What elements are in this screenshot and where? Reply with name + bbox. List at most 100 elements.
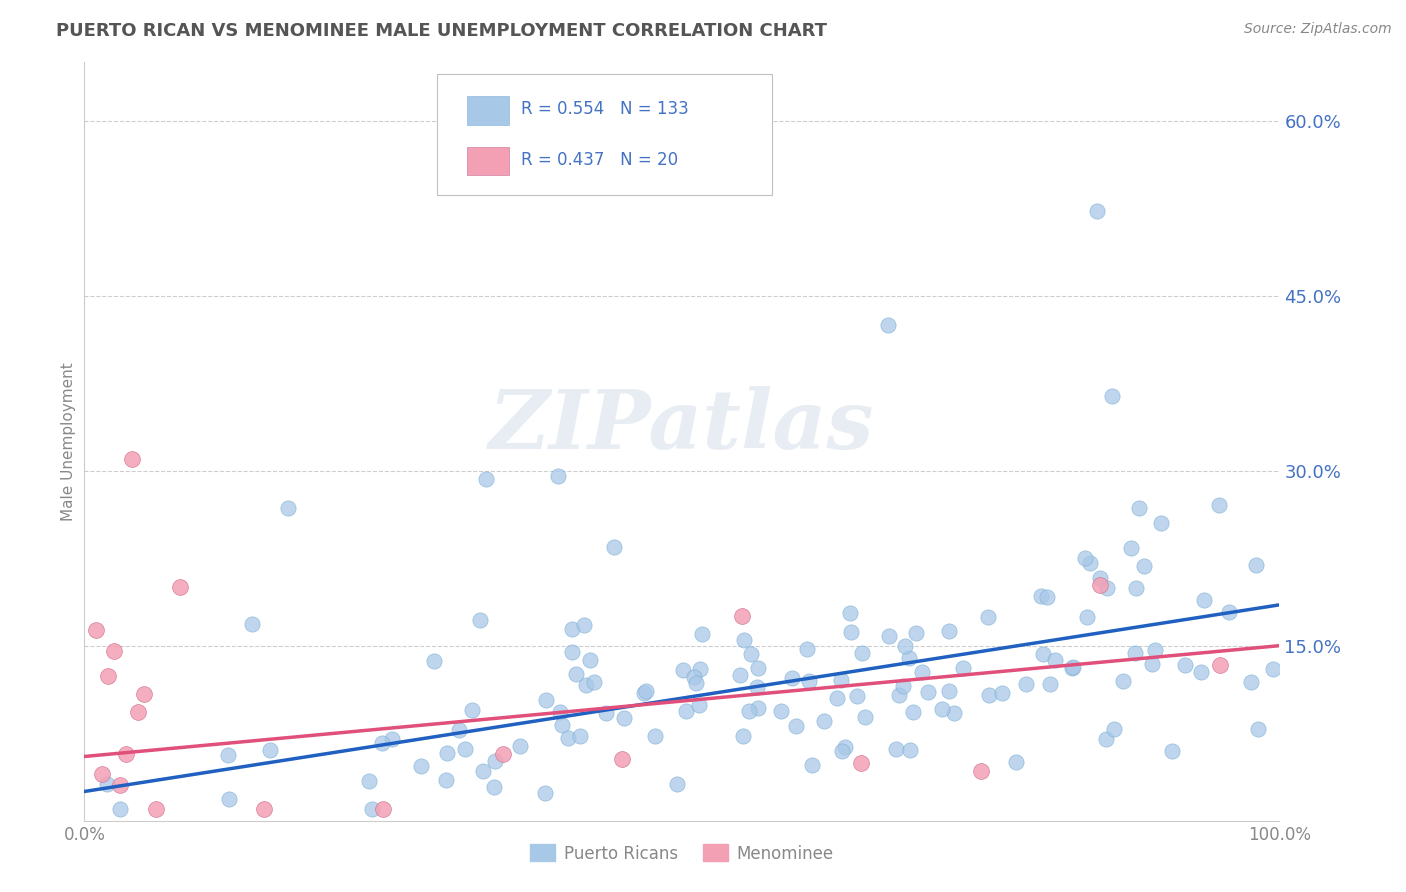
Point [1133,559,1156,574]
Point [917,685,939,699]
Text: Source: ZipAtlas.com: Source: ZipAtlas.com [1244,22,1392,37]
Text: PUERTO RICAN VS MENOMINEE MALE UNEMPLOYMENT CORRELATION CHART: PUERTO RICAN VS MENOMINEE MALE UNEMPLOYM… [56,22,827,40]
Point [1032,648,1054,662]
Point [277,501,299,516]
Point [733,632,755,647]
Point [672,663,695,677]
Point [675,704,697,718]
Point [357,774,380,789]
Point [991,686,1014,700]
Point [613,711,636,725]
Point [1174,657,1197,672]
Point [91,767,114,781]
Point [1209,658,1232,673]
Point [1261,662,1284,676]
Point [145,802,167,816]
Point [1095,581,1118,595]
Point [1208,499,1230,513]
Bar [467,95,509,125]
Point [534,692,557,706]
Point [132,687,156,701]
Point [557,731,579,745]
Point [86,623,108,637]
Point [813,714,835,729]
Point [97,668,120,682]
Point [602,540,624,554]
Point [1060,661,1083,675]
Text: R = 0.437   N = 20: R = 0.437 N = 20 [520,151,678,169]
Point [582,675,605,690]
Point [509,739,531,753]
Point [977,610,1000,624]
Point [685,675,707,690]
Text: ZIPatlas: ZIPatlas [489,386,875,467]
Text: R = 0.554   N = 133: R = 0.554 N = 133 [520,101,689,119]
Point [797,673,820,688]
Point [579,653,602,667]
Point [830,673,852,687]
Point [665,777,688,791]
Point [468,613,491,627]
Point [851,646,873,660]
Point [887,688,910,702]
Point [970,764,993,779]
Point [1189,665,1212,679]
Point [942,706,965,720]
Point [115,747,138,762]
Point [1160,744,1182,758]
Point [690,627,713,641]
Point [1150,516,1173,530]
Point [745,680,768,694]
Point [839,606,862,620]
Point [1246,722,1268,736]
Point [253,802,276,816]
Point [801,758,824,772]
Point [1244,558,1267,572]
Point [904,626,927,640]
Point [636,683,658,698]
Point [1045,653,1067,667]
Point [572,618,595,632]
Point [747,701,769,715]
Point [747,661,769,675]
Point [931,702,953,716]
Point [894,639,917,653]
Point [796,641,818,656]
Point [1101,389,1123,403]
Point [1112,673,1135,688]
Point [1090,577,1112,591]
Point [877,628,900,642]
Point [911,665,934,680]
Point [484,754,506,768]
Point [689,662,711,676]
Point [938,684,960,698]
Point [361,802,384,816]
Point [785,719,807,733]
Point [825,691,848,706]
Point [436,747,458,761]
Point [217,748,239,763]
Point [1240,674,1263,689]
Point [472,764,495,778]
Point [373,802,395,816]
Point [110,778,132,792]
Point [846,689,869,703]
Point [121,452,143,467]
Point [461,703,484,717]
Point [1073,550,1095,565]
Point [108,802,131,816]
Point [884,742,907,756]
Point [1119,541,1142,555]
Point [1088,572,1111,586]
Point [853,710,876,724]
Point [551,718,574,732]
Point [1218,605,1240,619]
Point [240,617,263,632]
Point [561,622,583,636]
Point [1123,646,1146,660]
Point [834,740,856,755]
Point [447,723,470,738]
Legend: Puerto Ricans, Menominee: Puerto Ricans, Menominee [524,838,839,869]
Point [492,747,515,761]
Point [1015,677,1038,691]
